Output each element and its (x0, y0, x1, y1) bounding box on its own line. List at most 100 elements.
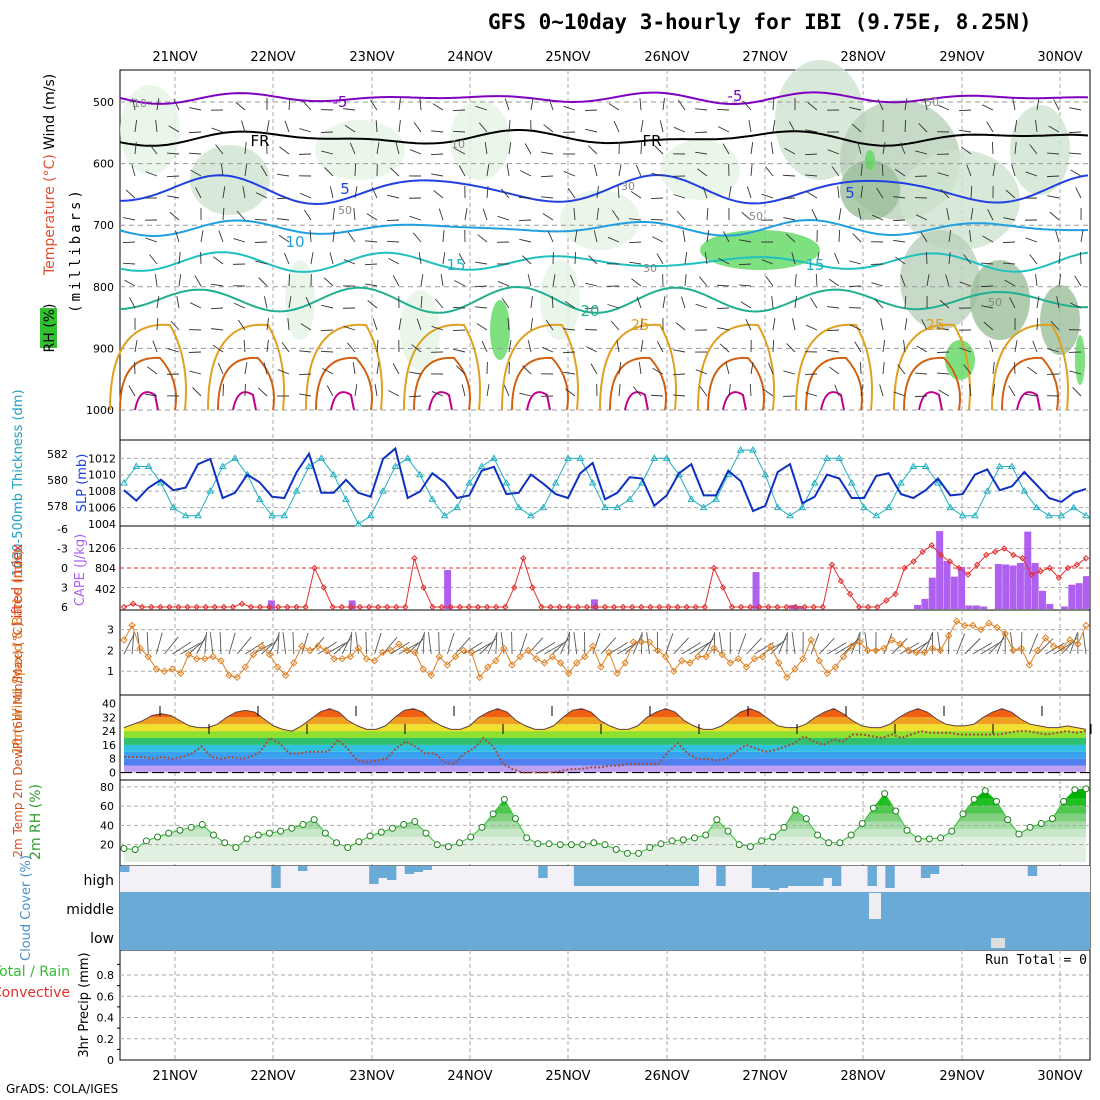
wind-barb (761, 259, 774, 265)
wind-tick-label: 1 (107, 665, 114, 678)
wind-barb (277, 173, 290, 177)
rh-point (344, 844, 352, 852)
wind-barb (503, 384, 510, 397)
contour-35 (134, 391, 159, 411)
millibars-label: (millibars) (68, 187, 84, 313)
wind-barb (854, 341, 862, 353)
rh-point (690, 834, 698, 842)
wind-barb (320, 329, 334, 332)
cape-bar (914, 604, 922, 609)
wind-barb (768, 362, 774, 375)
wind-barb (519, 392, 532, 397)
wind-barb (907, 642, 928, 655)
wind-barb (367, 300, 378, 309)
wind-barb (1069, 302, 1082, 309)
wind-barb (874, 298, 884, 309)
wind-speed-point (128, 621, 136, 630)
high-cloud-bar (538, 866, 548, 878)
li-point (365, 603, 373, 611)
li-point (148, 603, 155, 611)
wind-speed-point (1025, 661, 1034, 669)
contour-20 (119, 285, 1089, 314)
wind-speed-point (467, 648, 476, 657)
wind-barb (564, 301, 576, 309)
li-point (1001, 545, 1008, 552)
slp-point (231, 454, 239, 461)
rh-point (668, 837, 676, 845)
wind-speed-point (249, 650, 258, 659)
temp-tick-label: 40 (102, 697, 116, 710)
wind-barb (244, 164, 248, 177)
rh-point (142, 837, 150, 845)
li-point (973, 561, 981, 568)
high-cloud-bar (814, 866, 824, 886)
wind-barb (981, 305, 994, 309)
wind-barb (497, 281, 510, 287)
wind-barb (618, 362, 622, 375)
wind-barb (196, 634, 207, 655)
slp-point (810, 478, 819, 486)
wind-barb (563, 328, 576, 331)
li-point (674, 603, 681, 611)
wind-speed-point (362, 654, 371, 663)
rh-point (120, 845, 128, 853)
wind-barb (501, 297, 510, 309)
pressure-ylabel: (millibars) (68, 187, 84, 313)
wind-barb (699, 276, 708, 287)
wind-barb (222, 186, 226, 199)
rh-point (444, 843, 452, 851)
slp-point (983, 487, 992, 494)
wind-speed-point (750, 654, 759, 663)
wind-barb (684, 274, 687, 287)
li-point (456, 603, 463, 611)
wind-barb (440, 274, 444, 287)
wind-barb (145, 393, 158, 397)
contour-minus5 (119, 91, 1089, 105)
rh-shade (490, 300, 510, 360)
wind-barb (718, 126, 730, 133)
wind-barb (175, 230, 180, 243)
wind-barb (1014, 142, 1017, 155)
wind-barb (486, 164, 490, 177)
wind-barb (586, 346, 598, 353)
li-point (1046, 564, 1053, 572)
wind-barb (475, 105, 488, 111)
wind-speed-point (686, 659, 694, 667)
wind-barb (520, 170, 532, 177)
slp-point (1045, 511, 1053, 519)
wind-barb (719, 343, 730, 353)
wind-speed-point (225, 671, 233, 680)
wind-barb (749, 383, 752, 397)
high-cloud-bar (627, 866, 637, 886)
temp-band (124, 744, 1086, 752)
cloud-level-label: low (90, 931, 114, 947)
precip-tick-label: 0.4 (97, 1012, 115, 1025)
wind-barb (613, 120, 620, 133)
wind-barb (305, 296, 312, 309)
wind-barb (635, 164, 642, 177)
rh-ylabel: 2m RH (%) (28, 784, 44, 860)
wind-barb (192, 387, 202, 397)
wind-barb (281, 341, 290, 353)
slp-point (342, 495, 350, 502)
li-point (402, 603, 409, 611)
wind-barb (805, 324, 818, 331)
li-point (420, 584, 427, 591)
wind-speed-point (758, 652, 767, 661)
wind-barb (332, 208, 335, 221)
high-cloud-bar (636, 866, 646, 886)
high-cloud-bar (386, 866, 397, 880)
thickness-tick-label: 578 (47, 500, 68, 513)
wind-barb (689, 642, 710, 655)
wind-barb (684, 252, 688, 265)
wind-speed-point (734, 654, 743, 663)
cape-bar (1031, 562, 1039, 609)
high-cloud-bar (422, 866, 432, 870)
temp-band (124, 765, 1086, 773)
cape-bar (1060, 606, 1068, 609)
wind-barb (970, 185, 973, 199)
rh-point (209, 831, 217, 839)
wind-barb (167, 195, 180, 199)
wind-speed-point (880, 644, 888, 653)
wind-speed-point (492, 657, 500, 665)
